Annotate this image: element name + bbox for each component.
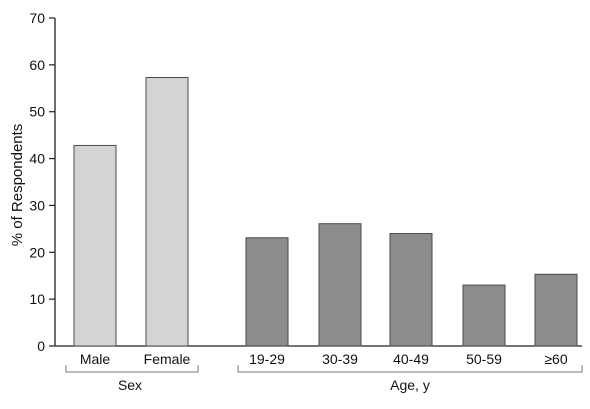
y-axis-label: % of Respondents bbox=[9, 124, 26, 247]
x-tick-label: Male bbox=[80, 351, 111, 367]
y-tick-label: 40 bbox=[29, 151, 45, 167]
bar-4049 bbox=[389, 233, 433, 347]
group-bracket bbox=[65, 365, 199, 373]
x-tick-label: ≥60 bbox=[544, 351, 567, 367]
bars bbox=[73, 77, 578, 347]
x-tick-label: 19-29 bbox=[249, 351, 285, 367]
y-axis: 0 10 20 30 40 50 60 70 bbox=[29, 10, 582, 354]
y-tick-label: 70 bbox=[29, 10, 45, 26]
bar-5059 bbox=[462, 284, 506, 347]
x-tick-label: 30-39 bbox=[322, 351, 358, 367]
bar-60 bbox=[534, 273, 578, 347]
group-label: Age, y bbox=[390, 377, 430, 393]
y-tick-label: 20 bbox=[29, 244, 45, 260]
y-tick-label: 30 bbox=[29, 197, 45, 213]
bar-1929 bbox=[245, 237, 289, 347]
x-tick-label: 40-49 bbox=[393, 351, 429, 367]
group-label: Sex bbox=[118, 377, 142, 393]
x-tick-label: 50-59 bbox=[466, 351, 502, 367]
bar-Male bbox=[73, 144, 117, 347]
y-tick-label: 0 bbox=[37, 338, 45, 354]
y-tick-label: 50 bbox=[29, 104, 45, 120]
bar-3039 bbox=[318, 223, 362, 347]
y-tick-label: 60 bbox=[29, 57, 45, 73]
x-tick-label: Female bbox=[144, 351, 191, 367]
bar-Female bbox=[145, 77, 189, 347]
group-bracket bbox=[237, 365, 583, 373]
y-tick-label: 10 bbox=[29, 291, 45, 307]
